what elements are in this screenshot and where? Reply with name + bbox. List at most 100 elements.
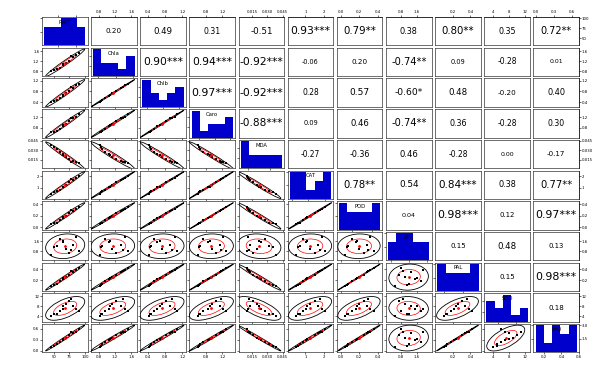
- Point: [305, 301, 315, 307]
- Point: [203, 184, 212, 190]
- Point: [104, 93, 114, 99]
- Point: [364, 296, 373, 302]
- Point: [65, 58, 74, 64]
- Point: [218, 329, 228, 335]
- Point: [146, 188, 156, 194]
- Point: [242, 309, 252, 315]
- Text: -0.20: -0.20: [498, 90, 517, 96]
- Point: [211, 210, 221, 216]
- Point: [100, 217, 110, 223]
- Bar: [552, 326, 560, 352]
- Point: [157, 121, 167, 127]
- Point: [460, 330, 470, 336]
- Point: [341, 313, 350, 319]
- Point: [298, 339, 308, 345]
- Point: [155, 238, 165, 244]
- Point: [253, 246, 262, 252]
- Point: [464, 329, 473, 335]
- Point: [394, 332, 403, 338]
- Point: [398, 329, 407, 335]
- Point: [205, 275, 214, 281]
- Point: [193, 142, 203, 148]
- Point: [453, 301, 463, 307]
- Point: [354, 305, 364, 312]
- Point: [167, 296, 177, 302]
- Point: [170, 159, 179, 165]
- Point: [341, 283, 350, 289]
- Point: [61, 335, 70, 341]
- Point: [68, 158, 77, 164]
- Point: [146, 146, 156, 152]
- Point: [116, 158, 126, 164]
- Point: [194, 190, 203, 196]
- Point: [362, 269, 371, 276]
- Point: [118, 207, 128, 213]
- Point: [172, 326, 182, 332]
- Point: [111, 298, 121, 304]
- Point: [49, 129, 58, 135]
- Point: [170, 267, 179, 273]
- Point: [194, 244, 203, 251]
- Point: [404, 280, 413, 287]
- Point: [58, 184, 68, 190]
- Point: [65, 298, 74, 304]
- Point: [157, 243, 167, 249]
- Point: [111, 179, 121, 185]
- Point: [61, 121, 70, 127]
- Point: [108, 182, 118, 188]
- Point: [317, 267, 327, 273]
- Point: [71, 329, 80, 335]
- Point: [248, 332, 258, 338]
- Point: [196, 341, 205, 347]
- Point: [441, 343, 451, 349]
- Point: [146, 280, 156, 287]
- Point: [108, 335, 118, 341]
- Point: [62, 121, 71, 127]
- Point: [172, 204, 182, 210]
- Point: [121, 206, 130, 212]
- Point: [67, 176, 76, 182]
- Bar: [314, 181, 323, 199]
- Point: [390, 313, 400, 319]
- Point: [412, 275, 422, 281]
- Point: [206, 335, 216, 341]
- Point: [215, 158, 225, 164]
- Text: 0.98***: 0.98***: [536, 272, 577, 282]
- Bar: [217, 124, 224, 138]
- Text: 0.00: 0.00: [500, 152, 514, 157]
- Bar: [356, 211, 364, 230]
- Point: [58, 151, 68, 157]
- Point: [67, 247, 76, 253]
- Point: [68, 85, 77, 91]
- Point: [199, 235, 208, 241]
- Point: [353, 303, 362, 309]
- Point: [317, 234, 327, 240]
- Point: [152, 239, 162, 245]
- Point: [265, 219, 274, 226]
- Point: [305, 213, 315, 219]
- Text: 0.35: 0.35: [498, 27, 516, 36]
- Point: [108, 121, 118, 127]
- Point: [254, 305, 264, 312]
- Point: [67, 114, 76, 121]
- Point: [365, 234, 375, 240]
- Point: [161, 210, 171, 216]
- Point: [355, 335, 364, 341]
- Point: [302, 238, 312, 244]
- Point: [111, 249, 121, 255]
- Point: [67, 53, 76, 59]
- Bar: [191, 111, 200, 138]
- Bar: [421, 242, 430, 260]
- Point: [244, 329, 253, 335]
- Text: -0.06: -0.06: [302, 59, 319, 65]
- Point: [442, 311, 452, 317]
- Point: [207, 246, 217, 252]
- Point: [67, 268, 76, 274]
- Point: [217, 329, 226, 335]
- Point: [62, 60, 71, 66]
- Point: [61, 305, 70, 312]
- Point: [67, 84, 76, 90]
- Point: [207, 274, 217, 280]
- Point: [268, 244, 277, 251]
- Point: [313, 269, 323, 276]
